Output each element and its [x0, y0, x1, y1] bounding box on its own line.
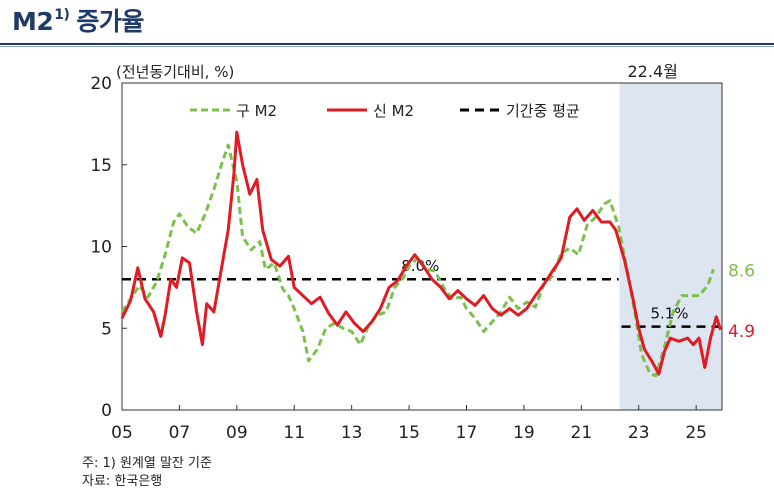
- y-tick-label: 20: [90, 74, 112, 94]
- y-tick-label: 10: [90, 238, 112, 258]
- y-tick-label: 5: [101, 319, 112, 339]
- footnote-source: 자료: 한국은행: [82, 474, 163, 489]
- x-tick-label: 07: [169, 423, 191, 443]
- y-axis-label: (전년동기대비, %): [116, 63, 234, 81]
- legend-label: 신 M2: [373, 102, 414, 120]
- average-label: 5.1%: [650, 305, 688, 323]
- x-tick-label: 05: [111, 423, 133, 443]
- x-tick-label: 19: [513, 423, 535, 443]
- legend-label: 구 M2: [236, 102, 277, 120]
- title-divider-light: [0, 46, 774, 47]
- x-tick-label: 23: [628, 423, 650, 443]
- x-tick-label: 17: [456, 423, 478, 443]
- series-line: [120, 130, 723, 376]
- end-value-label: 4.9: [728, 322, 755, 342]
- x-tick-label: 25: [685, 423, 707, 443]
- x-tick-label: 11: [283, 423, 305, 443]
- page-title: M21) 증가율: [12, 7, 144, 36]
- x-tick-label: 21: [571, 423, 593, 443]
- x-tick-label: 15: [398, 423, 420, 443]
- x-tick-label: 09: [226, 423, 248, 443]
- footnote-note: 주: 1) 원계열 말잔 기준: [82, 456, 212, 471]
- end-value-label: 8.6: [728, 261, 755, 281]
- legend-label: 기간중 평균: [506, 102, 580, 120]
- x-tick-label: 13: [341, 423, 363, 443]
- y-tick-label: 15: [90, 156, 112, 176]
- shaded-region-label: 22.4월: [628, 62, 678, 81]
- title-divider: [0, 43, 774, 45]
- shaded-region: [619, 83, 722, 410]
- y-tick-label: 0: [101, 401, 112, 421]
